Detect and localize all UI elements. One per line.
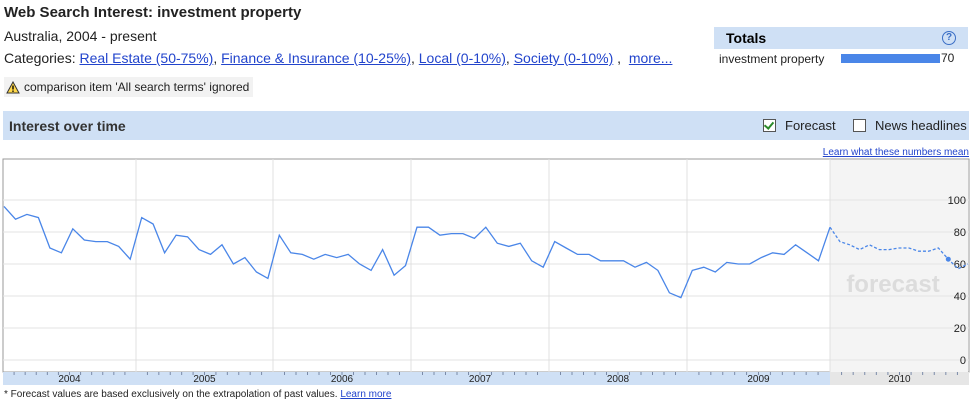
- forecast-watermark: forecast: [846, 271, 939, 298]
- series-line-history: [3, 205, 831, 299]
- forecast-checkbox[interactable]: [763, 119, 776, 132]
- y-tick-label-40: 40: [954, 291, 966, 303]
- interest-title: Interest over time: [9, 118, 126, 134]
- categories-more-link[interactable]: more...: [628, 50, 673, 66]
- help-icon[interactable]: ?: [942, 31, 956, 45]
- category-link-real-estate[interactable]: Real Estate (50-75%): [79, 50, 214, 66]
- totals-title: Totals: [726, 30, 767, 46]
- categories-label: Categories:: [4, 50, 76, 66]
- x-axis-band: [3, 372, 830, 385]
- news-headlines-label[interactable]: News headlines: [875, 118, 967, 133]
- category-link-local[interactable]: Local (0-10%): [418, 50, 506, 66]
- series-line-forecast: [829, 226, 969, 270]
- category-link-society[interactable]: Society (0-10%): [513, 50, 614, 66]
- totals-header: Totals ?: [714, 27, 968, 49]
- warning-note: comparison item 'All search terms' ignor…: [4, 77, 254, 97]
- x-tick-label-2007: 2007: [469, 374, 492, 385]
- category-link-finance[interactable]: Finance & Insurance (10-25%): [221, 50, 411, 66]
- totals-value: 70: [941, 51, 955, 65]
- y-tick-label-0: 0: [960, 355, 966, 367]
- totals-term: investment property: [719, 52, 825, 66]
- y-tick-label-100: 100: [948, 195, 966, 207]
- forecast-region: [830, 160, 968, 372]
- forecast-marker-dot: [945, 256, 951, 262]
- page-title: Web Search Interest: investment property: [4, 4, 302, 21]
- region-range: Australia, 2004 - present: [4, 28, 157, 44]
- footnote-text: * Forecast values are based exclusively …: [4, 389, 338, 400]
- y-tick-label-80: 80: [954, 227, 966, 239]
- learn-numbers-link[interactable]: Learn what these numbers mean: [822, 147, 969, 158]
- x-tick-label-2010: 2010: [888, 374, 911, 385]
- y-tick-label-20: 20: [954, 323, 966, 335]
- x-tick-label-2008: 2008: [607, 374, 630, 385]
- news-headlines-checkbox[interactable]: [853, 119, 866, 132]
- x-tick-label-2005: 2005: [193, 374, 216, 385]
- interest-over-time-header: Interest over time Forecast News headlin…: [3, 111, 969, 140]
- categories: Categories: Real Estate (50-75%), Financ…: [4, 50, 673, 66]
- y-tick-label-60: 60: [954, 259, 966, 271]
- footnote: * Forecast values are based exclusively …: [4, 389, 391, 400]
- x-tick-label-2006: 2006: [331, 374, 354, 385]
- forecast-label[interactable]: Forecast: [785, 118, 836, 133]
- x-axis-band-forecast: [830, 372, 969, 385]
- totals-bar: [841, 54, 940, 63]
- x-tick-label-2004: 2004: [58, 374, 81, 385]
- plot-frame: [2, 158, 970, 373]
- warning-icon: [6, 80, 20, 93]
- x-tick-label-2009: 2009: [747, 374, 770, 385]
- warning-text: comparison item 'All search terms' ignor…: [24, 80, 250, 94]
- footnote-learn-more-link[interactable]: Learn more: [340, 389, 392, 400]
